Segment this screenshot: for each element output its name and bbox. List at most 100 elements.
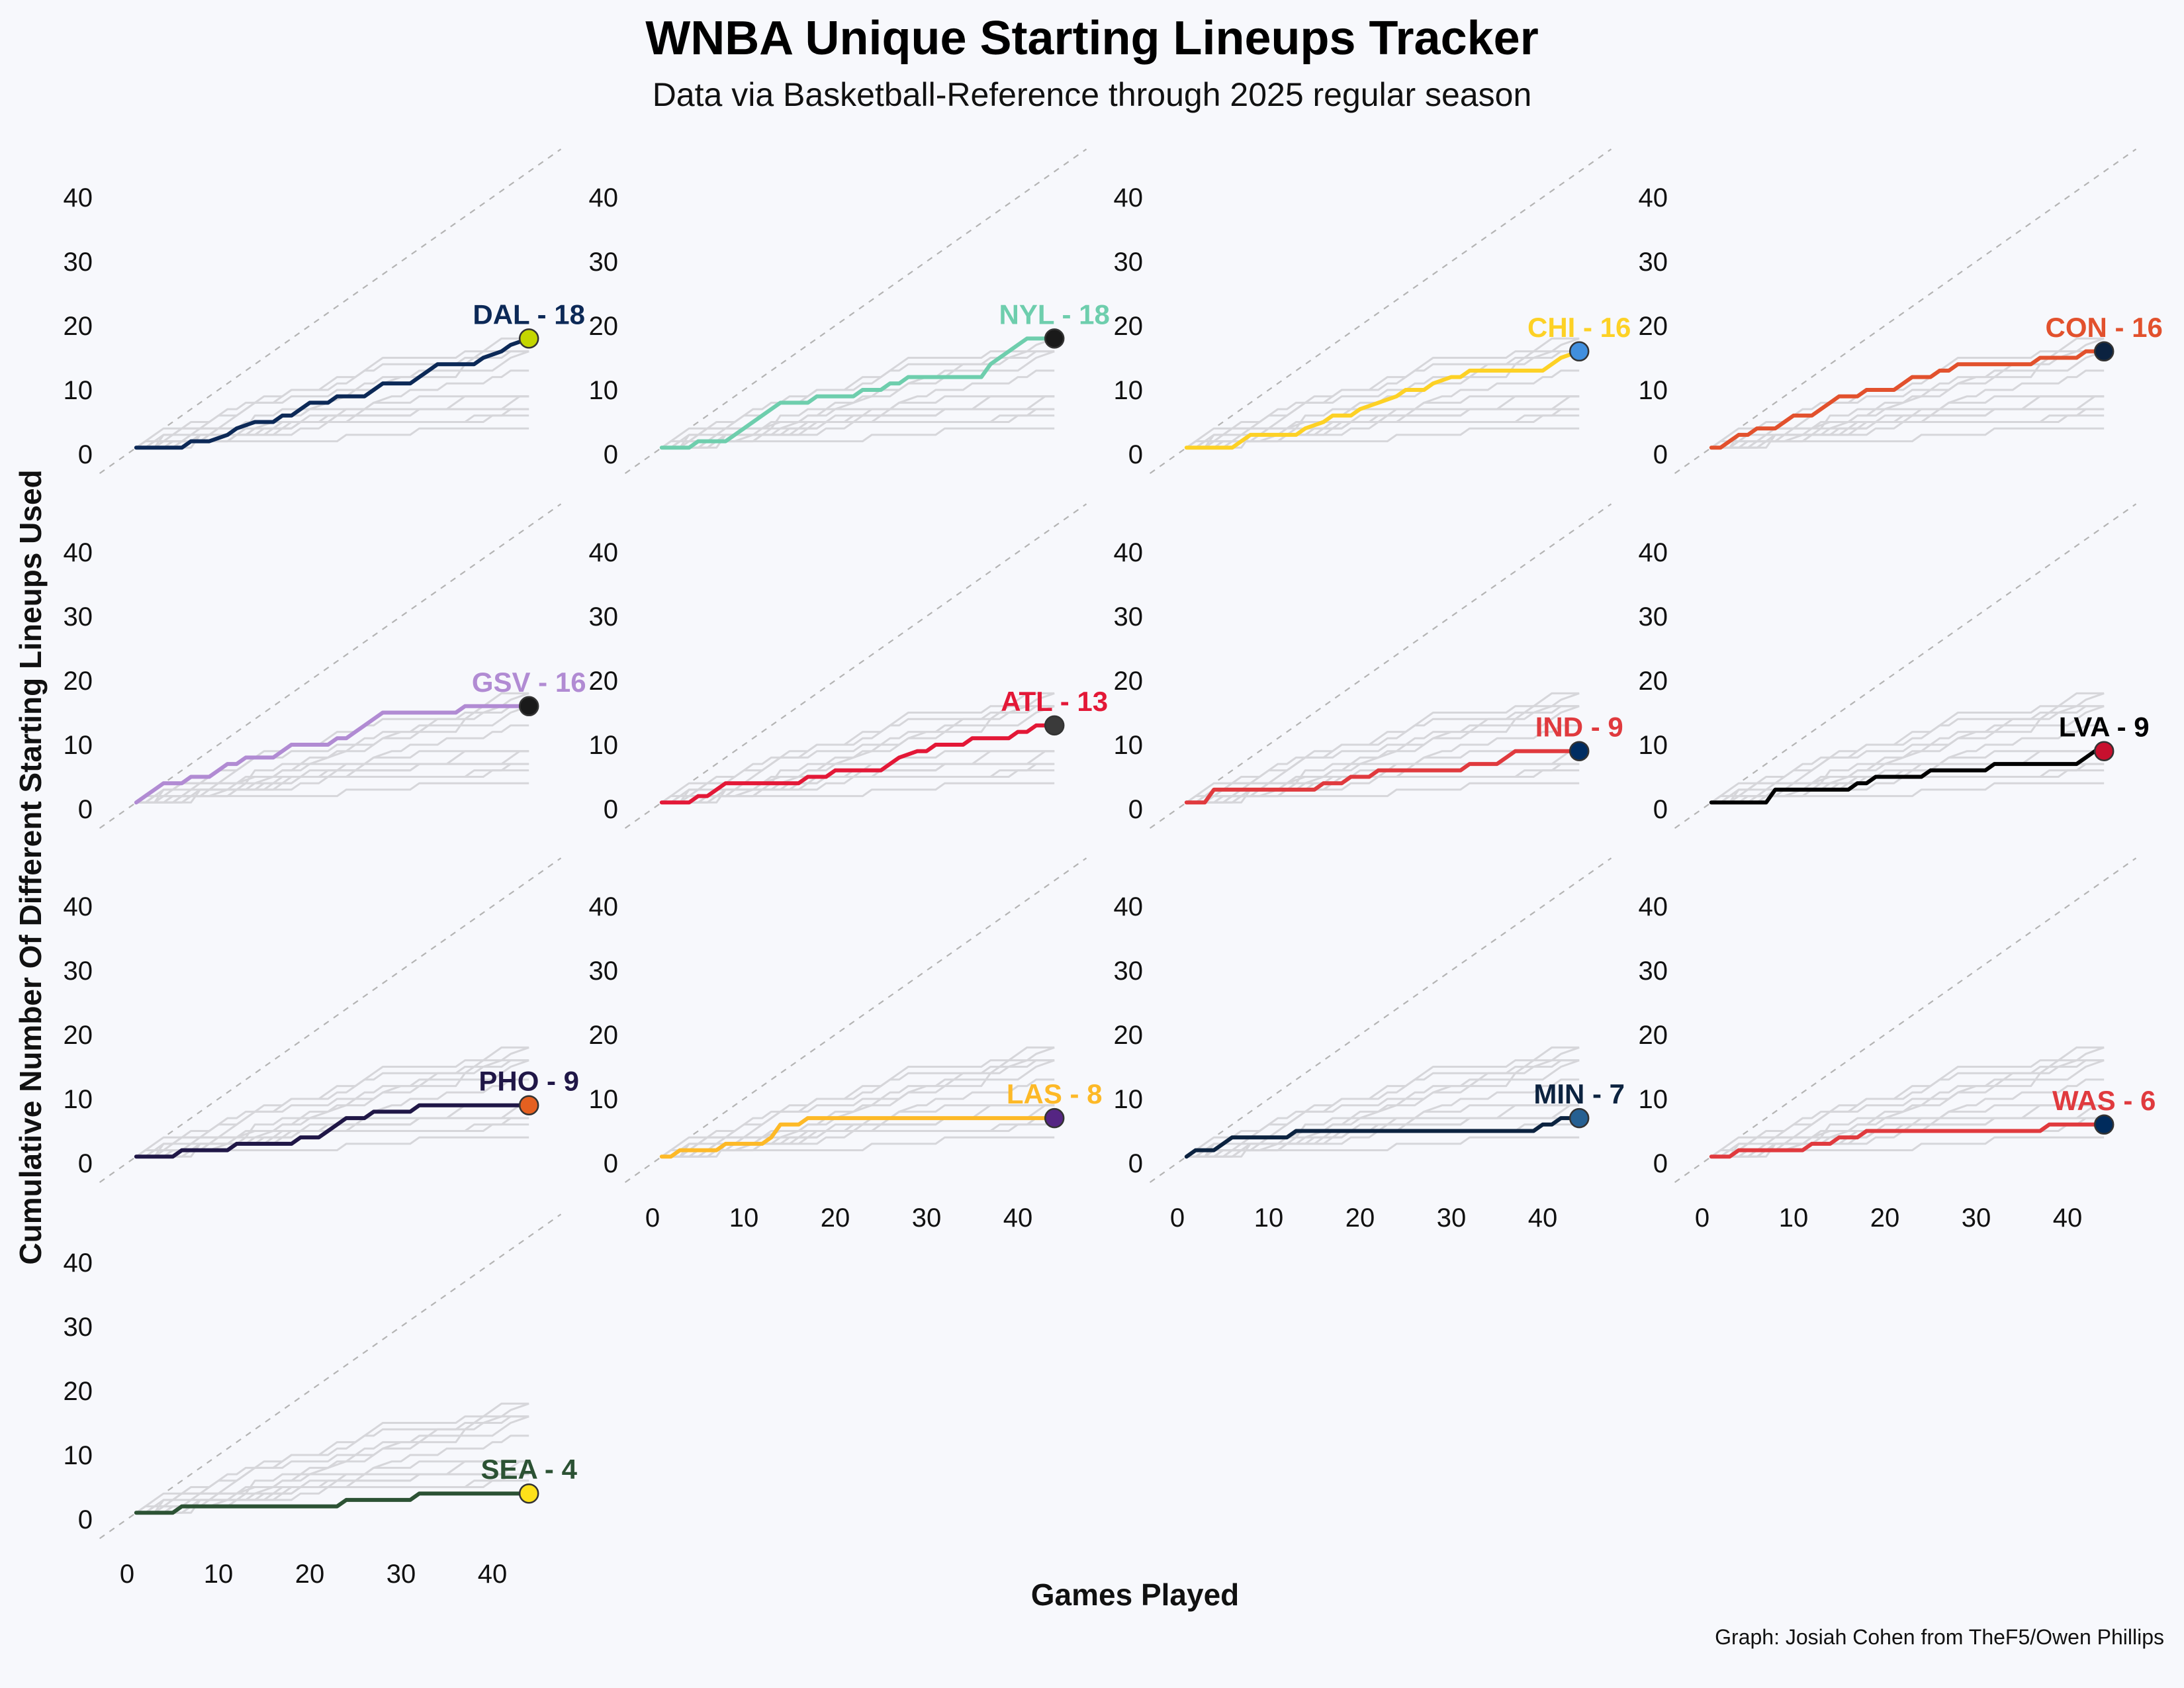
y-tick-label: 10	[64, 1085, 93, 1114]
end-point-atl	[1044, 715, 1065, 736]
background-line-was	[1186, 414, 1580, 449]
x-tick-label: 30	[912, 1203, 942, 1233]
background-line-nyl	[136, 692, 529, 804]
x-tick-label: 0	[1695, 1203, 1709, 1233]
team-label-was: WAS - 6	[2052, 1085, 2156, 1116]
team-label-min: MIN - 7	[1533, 1078, 1625, 1109]
y-tick-label: 30	[589, 602, 619, 632]
team-label-nyl: NYL - 18	[999, 299, 1110, 330]
background-line-was	[136, 414, 529, 449]
y-tick-label: 10	[1114, 376, 1144, 405]
y-tick-label: 0	[1653, 795, 1668, 824]
y-tick-label: 20	[64, 667, 93, 696]
chart-title: WNBA Unique Starting Lineups Tracker	[645, 12, 1539, 65]
y-tick-label: 20	[64, 1377, 93, 1406]
y-tick-label: 20	[1639, 667, 1668, 696]
team-line-was	[1709, 1122, 2107, 1159]
reference-line	[1674, 857, 2137, 1183]
y-tick-label: 40	[1114, 183, 1144, 212]
background-line-min	[1185, 408, 1580, 449]
x-tick-label: 40	[1528, 1203, 1558, 1233]
reference-line	[1674, 148, 2137, 474]
y-tick-label: 30	[589, 957, 619, 986]
y-tick-label: 40	[64, 892, 93, 921]
y-tick-label: 20	[1114, 667, 1144, 696]
background-line-nyl	[136, 337, 529, 449]
team-line-lva	[1709, 749, 2107, 805]
background-line-dal	[136, 1402, 529, 1514]
y-tick-label: 10	[589, 731, 619, 760]
y-tick-label: 30	[1639, 602, 1668, 632]
team-line-ind	[1184, 749, 1582, 805]
x-tick-label: 0	[120, 1560, 134, 1589]
y-tick-label: 40	[1114, 538, 1144, 567]
y-tick-label: 10	[589, 1085, 619, 1114]
background-line-sea	[661, 782, 1055, 804]
background-line-dal	[1711, 1046, 2105, 1158]
background-line-min	[1710, 408, 2105, 449]
background-line-was	[1186, 769, 1580, 804]
y-tick-label: 0	[78, 440, 93, 469]
team-line-sea	[134, 1491, 531, 1515]
team-label-chi: CHI - 16	[1527, 312, 1631, 343]
x-tick-label: 10	[1254, 1203, 1284, 1233]
background-line-dal	[661, 692, 1055, 804]
y-tick-label: 10	[64, 731, 93, 760]
background-line-nyl	[1186, 692, 1580, 804]
team-label-ind: IND - 9	[1535, 712, 1623, 743]
y-tick-label: 0	[1128, 440, 1143, 469]
background-line-dal	[136, 1046, 529, 1158]
end-point-las	[1044, 1107, 1065, 1129]
background-line-nyl	[136, 1046, 529, 1158]
x-tick-label: 10	[204, 1560, 234, 1589]
team-line-min	[1184, 1116, 1582, 1159]
end-point-chi	[1569, 341, 1590, 362]
background-line-nyl	[661, 1046, 1055, 1158]
reference-line	[99, 857, 562, 1183]
y-tick-label: 30	[64, 248, 93, 277]
panel-pho: PHO - 9 0 10 20 30 40	[64, 857, 579, 1183]
y-tick-label: 40	[589, 538, 619, 567]
y-tick-label: 20	[1114, 312, 1144, 341]
y-tick-label: 0	[78, 1149, 93, 1178]
background-line-was	[1711, 769, 2105, 804]
x-tick-label: 40	[1003, 1203, 1033, 1233]
team-label-pho: PHO - 9	[478, 1066, 579, 1097]
y-tick-label: 40	[64, 538, 93, 567]
background-line-was	[661, 414, 1055, 449]
y-tick-label: 10	[64, 376, 93, 405]
y-tick-label: 20	[1114, 1021, 1144, 1050]
y-tick-label: 30	[1639, 957, 1668, 986]
reference-line	[624, 857, 1087, 1183]
y-tick-label: 20	[64, 1021, 93, 1050]
x-tick-label: 30	[1437, 1203, 1467, 1233]
background-line-nyl	[661, 692, 1055, 804]
y-axis-title: Cumulative Number Of Different Starting …	[13, 469, 48, 1264]
panel-gsv: GSV - 16 0 10 20 30 40	[64, 503, 586, 829]
team-label-lva: LVA - 9	[2059, 712, 2150, 743]
background-line-sea	[1711, 427, 2105, 449]
y-tick-label: 10	[1114, 1085, 1144, 1114]
end-point-gsv	[518, 696, 539, 717]
reference-line	[624, 148, 1087, 474]
background-line-min	[1710, 763, 2105, 804]
team-line-con	[1709, 349, 2107, 450]
credit-caption: Graph: Josiah Cohen from TheF5/Owen Phil…	[1715, 1625, 2164, 1649]
team-label-atl: ATL - 13	[1001, 686, 1108, 717]
x-tick-label: 20	[295, 1560, 325, 1589]
y-tick-label: 0	[604, 1149, 618, 1178]
y-tick-label: 30	[1114, 248, 1144, 277]
team-line-dal	[134, 336, 531, 450]
background-line-sea	[1186, 1136, 1580, 1158]
panel-dal: DAL - 18 0 10 20 30 40	[64, 148, 585, 474]
x-tick-label: 20	[1870, 1203, 1900, 1233]
y-tick-label: 20	[589, 1021, 619, 1050]
team-label-las: LAS - 8	[1007, 1078, 1103, 1109]
y-tick-label: 10	[1639, 731, 1668, 760]
panel-atl: ATL - 13 0 10 20 30 40	[589, 503, 1108, 829]
y-tick-label: 40	[1639, 538, 1668, 567]
background-line-sea	[136, 782, 529, 804]
y-tick-label: 30	[1114, 957, 1144, 986]
